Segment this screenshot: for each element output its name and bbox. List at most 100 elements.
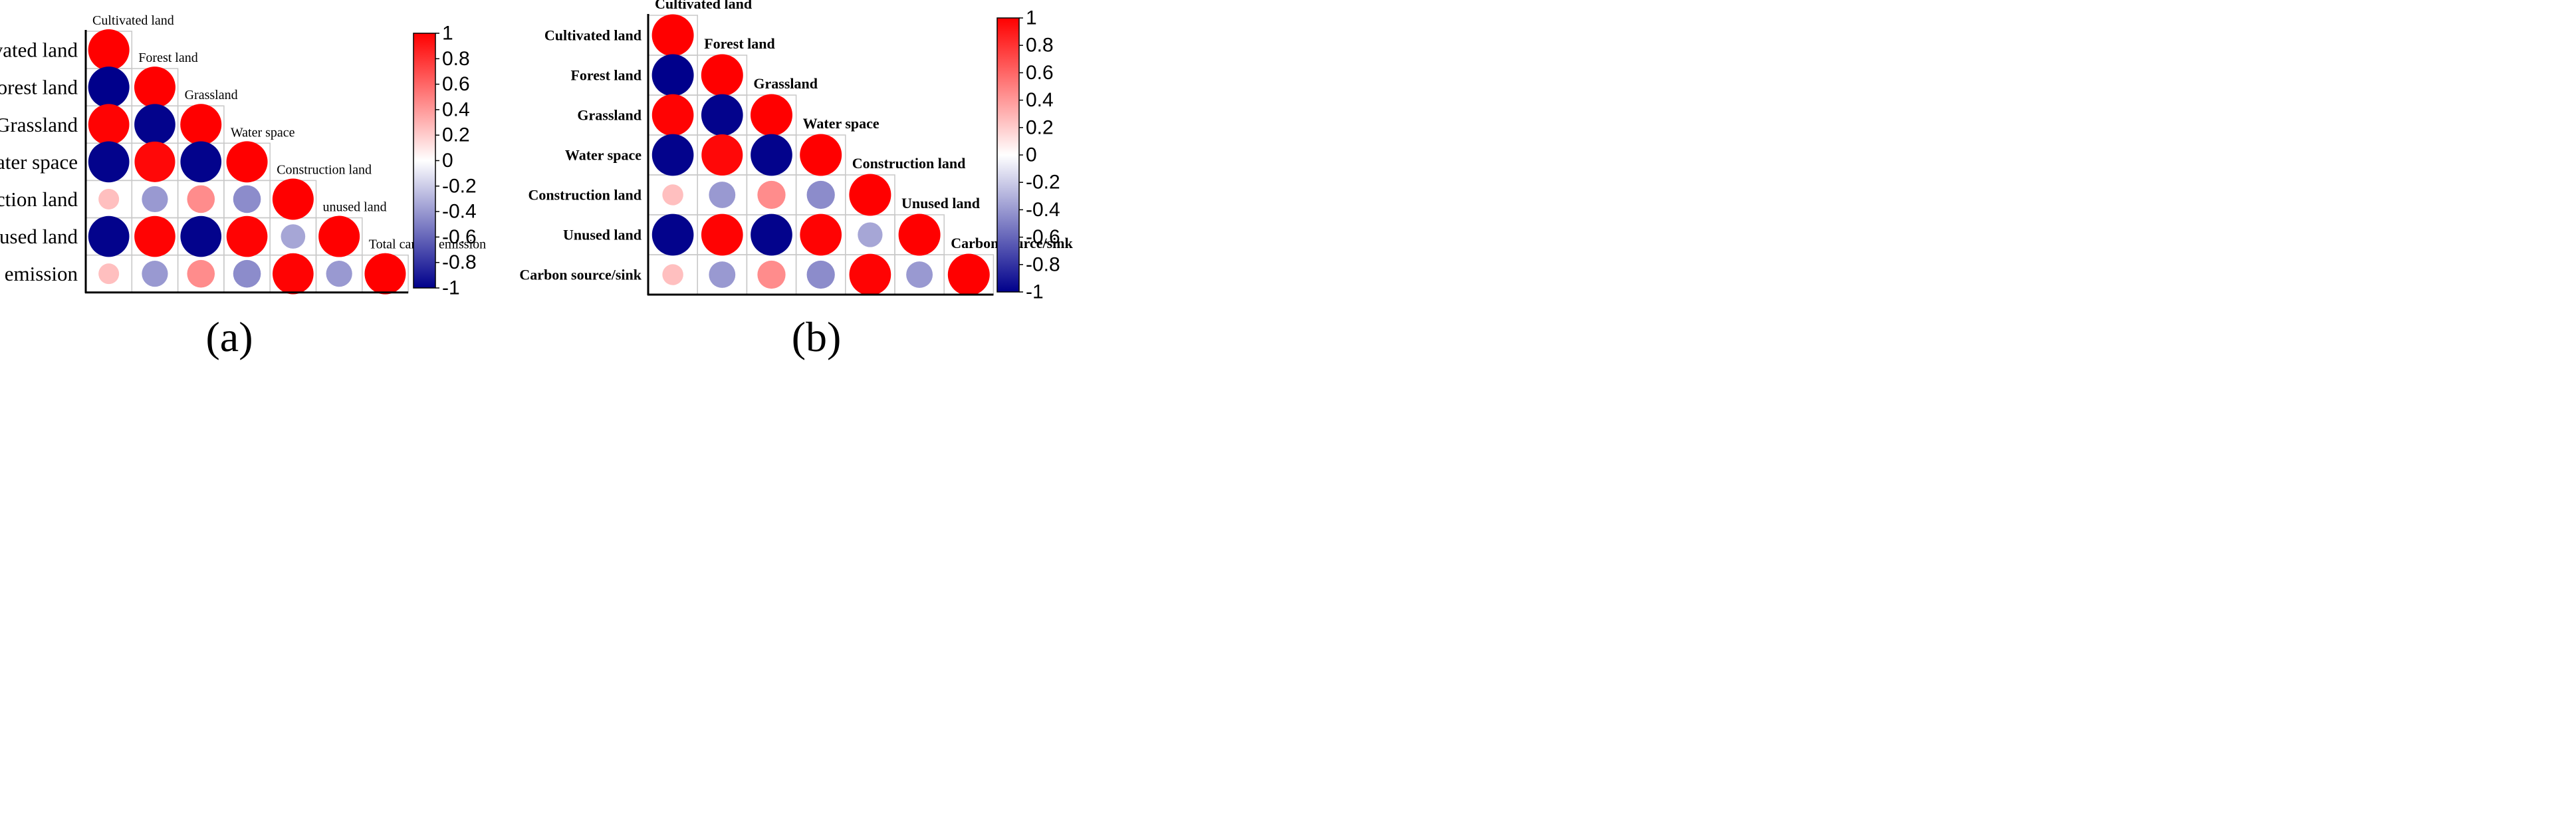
correlation-circle [651,54,694,96]
colorbar-tick-label: 0 [1026,144,1037,166]
colorbar [996,17,1020,293]
correlation-circle [806,180,835,209]
panel-b: Cultivated land Forest land Grassland Water… [519,0,1073,360]
correlation-circle [858,222,883,247]
correlation-circle [187,259,215,288]
correlation-circle [134,104,176,146]
correlation-circle [751,213,792,256]
colorbar-tick-label: -0.2 [442,175,477,197]
correlation-circle [800,213,842,256]
correlation-circle [134,215,176,257]
row-label: Construction land [528,187,642,204]
correlation-circle [701,54,743,96]
colorbar-tick-label: 0.2 [442,124,470,146]
correlation-circle [701,94,743,136]
correlation-circle [233,259,261,288]
correlation-circle [88,67,130,108]
correlation-circle [709,261,736,288]
correlation-circle [187,185,215,213]
correlation-circle [651,213,694,256]
correlation-circle [751,94,792,136]
row-label: Forest land [0,76,78,99]
row-label: Carbon source/sink [519,267,642,283]
row-label: Unused land [563,227,642,243]
correlation-circle [88,141,130,183]
colorbar-tick-label: -0.4 [442,201,477,223]
correlation-circle [318,215,360,257]
correlation-circle [180,215,222,257]
correlation-circle [849,174,891,216]
colorbar-tick-label: 0.4 [442,98,470,120]
correlation-circle [88,29,130,71]
diagonal-label: Water space [231,125,295,140]
correlation-circle [709,182,736,208]
diagonal-label: Construction land [277,162,372,177]
panel-label: (b) [792,313,842,360]
correlation-circle [947,253,990,296]
diagonal-label: Water space [803,115,879,132]
correlation-circle [662,184,683,205]
correlation-circle [757,180,786,209]
colorbar-tick-label: 0.6 [442,73,470,95]
row-label: unused land [0,225,78,248]
correlation-circle [98,188,120,209]
row-label: Cultivated land [0,39,78,62]
colorbar-tick-label: -0.6 [1026,226,1060,248]
colorbar-tick-label: 0.4 [1026,89,1054,111]
correlation-circle [751,134,792,176]
colorbar [413,33,436,289]
correlation-circle [180,104,222,146]
correlation-circle [134,141,176,182]
row-label: Forest land [570,67,642,84]
correlation-circle [662,264,683,285]
correlation-circle [701,134,743,176]
diagonal-label: Forest land [138,51,197,65]
row-label: Grassland [0,113,78,136]
colorbar-tick-label: 0 [442,150,453,172]
correlation-circle [273,253,314,295]
diagonal-label: Cultivated land [655,0,752,12]
diagonal-label: unused land [323,200,387,215]
correlation-circle [806,260,835,289]
correlation-circle [800,134,842,176]
correlation-circle [272,178,314,220]
diagonal-label: Grassland [185,88,238,102]
diagonal-label: Construction land [852,155,966,172]
panel-label: (a) [205,313,253,360]
colorbar-tick-label: 0.2 [1026,116,1054,138]
correlation-circle [98,263,120,285]
diagonal-label: Cultivated land [92,13,174,28]
row-label: Water space [0,150,78,174]
colorbar-tick-label: 1 [1026,7,1037,29]
correlation-circle [906,261,933,288]
colorbar-tick-label: 1 [442,23,453,45]
correlation-circle [226,141,268,183]
correlation-circle [651,94,694,136]
diagonal-label: Grassland [753,75,818,92]
colorbar-tick-label: -0.6 [442,226,477,248]
correlation-circle [180,141,222,183]
diagonal-label: Unused land [901,195,980,211]
correlation-circle [364,253,406,295]
row-label: Construction land [0,188,78,211]
correlation-circle [281,224,306,249]
correlation-circle [326,261,352,287]
diagonal-label: Forest land [704,35,775,52]
correlation-circle [898,213,941,256]
correlation-circle [134,67,176,108]
correlation-circle [849,253,891,296]
correlation-circle [651,134,694,176]
correlation-circle [226,215,268,257]
correlation-circle [142,261,168,287]
colorbar-tick-label: -0.2 [1026,172,1060,194]
colorbar-tick-label: 0.8 [1026,35,1054,57]
colorbar-tick-label: -0.4 [1026,199,1060,221]
correlation-circle [701,213,743,256]
row-label: Grassland [577,107,642,124]
row-label: Total carbon emission [0,262,78,285]
row-label: Water space [565,147,642,164]
correlation-circle [233,185,261,213]
colorbar-tick-label: 0.8 [442,48,470,70]
correlation-circle [88,215,130,257]
